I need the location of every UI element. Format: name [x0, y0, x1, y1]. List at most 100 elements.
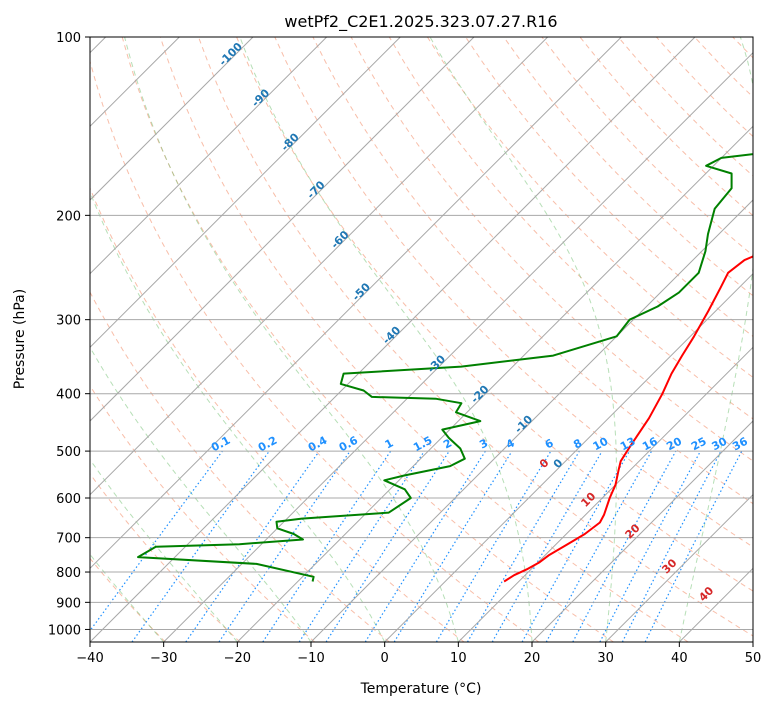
moist-adiabat [90, 190, 386, 642]
isotherm-line [457, 346, 753, 642]
moist-adiabat-label: 40 [696, 584, 716, 604]
x-tick-label: −20 [224, 651, 251, 666]
mixing-ratio-line [521, 450, 631, 642]
mixing-ratio-line [435, 450, 552, 642]
x-axis-label: Temperature (°C) [360, 681, 482, 697]
x-tick-label: −10 [297, 651, 324, 666]
dewpoint-profile-line [137, 153, 753, 582]
mixing-ratio-line [131, 450, 270, 642]
dry-adiabat [350, 37, 753, 462]
isotherm-label: -80 [279, 130, 302, 153]
isotherm-line [236, 125, 753, 642]
dry-adiabat [541, 37, 753, 257]
moist-adiabat-label: 30 [659, 556, 679, 576]
y-tick-label: 900 [56, 596, 81, 611]
y-tick-label: 700 [56, 532, 81, 547]
x-tick-label: −40 [76, 651, 103, 666]
dry-adiabat [312, 37, 753, 505]
dry-adiabat [656, 37, 753, 138]
moist-adiabat [239, 37, 533, 642]
moist-adiabat-label: 0 [537, 456, 552, 471]
mixing-ratio-label: 4 [504, 436, 517, 451]
isotherm-line [310, 199, 753, 642]
isotherm-label: -60 [328, 228, 351, 251]
moist-adiabat-label: 20 [623, 521, 643, 541]
mixing-ratio-line [90, 450, 223, 632]
mixing-ratio-label: 1 [383, 436, 396, 451]
dry-adiabat [90, 186, 465, 642]
isotherm-line [90, 37, 696, 642]
y-tick-label: 100 [56, 31, 81, 46]
isotherm-line [90, 37, 549, 496]
isotherm-line [90, 37, 328, 275]
mixing-ratio-line [218, 450, 351, 642]
dry-adiabat [236, 37, 753, 592]
moist-adiabat [124, 37, 459, 642]
isotherm-label: -40 [380, 324, 403, 347]
isotherm-line [605, 493, 753, 642]
y-tick-label: 300 [56, 314, 81, 329]
isotherm-line [163, 51, 753, 642]
isotherm-line [90, 37, 475, 422]
mixing-ratio-label: 10 [591, 434, 611, 453]
isotherm-label: -100 [216, 40, 245, 69]
isotherm-line [384, 272, 753, 642]
y-tick-label: 400 [56, 388, 81, 403]
mixing-ratio-line [325, 450, 450, 642]
mixing-ratio-line [572, 450, 677, 642]
moist-adiabat-label: 10 [578, 490, 598, 510]
dry-adiabat [90, 59, 540, 642]
mixing-ratio-label: 6 [543, 436, 556, 451]
isotherm-line [752, 641, 753, 642]
dry-adiabat [388, 37, 753, 420]
dry-adiabat [121, 37, 614, 642]
y-tick-label: 200 [56, 209, 81, 224]
mixing-ratio-label: 16 [640, 435, 660, 454]
isotherm-line [531, 420, 753, 642]
x-tick-label: 0 [381, 651, 389, 666]
mixing-ratio-label: 36 [730, 435, 750, 454]
y-tick-label: 800 [56, 566, 81, 581]
isotherm-line [90, 37, 401, 349]
mixing-ratio-line [393, 450, 513, 642]
x-tick-label: −30 [150, 651, 177, 666]
x-tick-label: 30 [597, 651, 614, 666]
isotherm-label: -50 [350, 280, 373, 303]
moist-adiabat [90, 346, 312, 642]
isotherm-line [90, 37, 254, 201]
x-tick-label: 50 [745, 651, 762, 666]
dry-adiabat [771, 37, 775, 642]
y-tick-label: 500 [56, 445, 81, 460]
mixing-ratio-label: 13 [618, 435, 638, 454]
mixing-ratio-line [621, 450, 722, 642]
isotherm-label: -10 [512, 413, 535, 436]
isotherm-label: -30 [425, 352, 448, 375]
moist-adiabat [429, 37, 617, 642]
y-tick-label: 600 [56, 492, 81, 507]
dry-adiabat [159, 37, 689, 642]
mixing-ratio-label: 2 [441, 436, 454, 451]
dry-adiabat [465, 37, 753, 338]
dry-adiabat [426, 37, 753, 378]
dry-adiabat [90, 557, 166, 642]
isotherm-line [90, 37, 622, 570]
moist-adiabat [90, 458, 238, 642]
x-tick-label: 10 [450, 651, 467, 666]
mixing-ratio-label: 30 [710, 435, 730, 454]
chart-title: wetPf2_C2E1.2025.323.07.27.R16 [284, 12, 557, 32]
plot-frame [89, 36, 754, 643]
x-tick-label: 20 [524, 651, 541, 666]
dry-adiabat [694, 37, 753, 98]
y-tick-label: 1000 [48, 623, 81, 638]
mixing-ratio-label: 25 [689, 435, 709, 454]
mixing-ratio-label: 20 [664, 434, 684, 453]
y-axis-label: Pressure (hPa) [12, 289, 28, 389]
temperature-profile-line [503, 255, 753, 583]
dry-adiabat [503, 37, 753, 297]
isotherm-label: -70 [304, 178, 327, 201]
dry-adiabat [732, 37, 753, 59]
dry-adiabat [274, 37, 753, 548]
dry-adiabat [90, 291, 390, 642]
mixing-ratio-label: 3 [477, 436, 490, 451]
